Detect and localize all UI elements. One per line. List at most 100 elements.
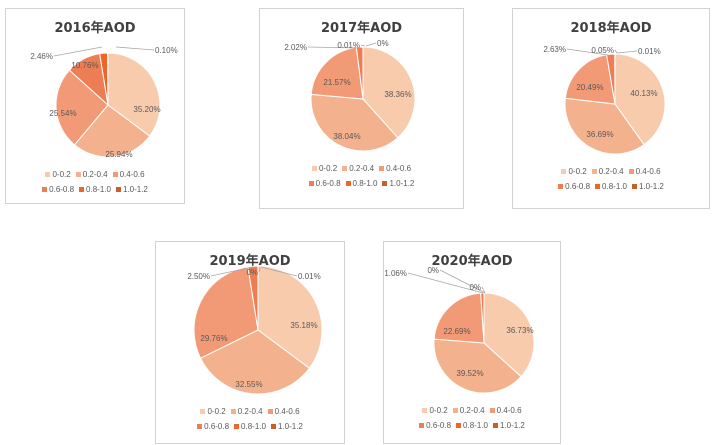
legend-swatch [632,184,637,189]
legend-item: 1.0-1.2 [271,422,303,431]
data-label: 29.76% [200,334,227,343]
legend-item: 1.0-1.2 [382,179,414,188]
legend-label: 1.0-1.2 [500,421,525,430]
legend-row: 0.6-0.8 0.8-1.0 1.0-1.2 [6,185,184,194]
legend-swatch [342,166,347,171]
legend-swatch [113,172,118,177]
data-label: 0.01% [638,47,661,56]
legend-row: 0-0.2 0.2-0.4 0.4-0.6 [384,406,560,415]
legend-label: 0-0.2 [429,406,447,415]
pie-slice [311,47,363,99]
legend-label: 0.4-0.6 [497,406,522,415]
legend-label: 0.6-0.8 [204,422,229,431]
data-label: 22.69% [443,327,470,336]
legend-swatch [490,408,495,413]
legend-item: 0.6-0.8 [419,421,451,430]
legend-item: 0.2-0.4 [592,167,624,176]
legend-item: 0.8-1.0 [346,179,378,188]
data-label: 35.20% [133,105,160,114]
data-label: 10.76% [71,61,98,70]
data-label: 35.18% [290,321,317,330]
data-label: 2.50% [187,272,210,281]
legend-item: 0-0.2 [422,406,447,415]
legend-item: 0-0.2 [561,167,586,176]
leader-line [366,43,376,46]
legend-swatch [456,423,461,428]
legend-swatch [592,169,597,174]
legend-row: 0-0.2 0.2-0.4 0.4-0.6 [6,170,184,179]
chart-legend: 0-0.2 0.2-0.4 0.4-0.6 0.6-0.8 0.8-1.0 1.0-1.2 [384,406,560,436]
legend-label: 0.6-0.8 [316,179,341,188]
data-label: 0% [246,268,258,277]
legend-item: 0.8-1.0 [595,182,627,191]
legend-label: 0.4-0.6 [120,170,145,179]
legend-label: 0.4-0.6 [636,167,661,176]
data-label: 39.52% [456,369,483,378]
legend-item: 0.4-0.6 [629,167,661,176]
legend-item: 0.6-0.8 [197,422,229,431]
legend-swatch [42,187,47,192]
legend-item: 0-0.2 [45,170,70,179]
data-label: 0% [377,39,389,48]
legend-item: 0.2-0.4 [76,170,108,179]
legend-item: 0.6-0.8 [558,182,590,191]
leader-line [617,51,637,53]
legend-item: 1.0-1.2 [493,421,525,430]
legend-label: 0.6-0.8 [49,185,74,194]
data-label: 0.01% [337,41,360,50]
data-label: 36.69% [586,130,613,139]
legend-label: 0.8-1.0 [241,422,266,431]
legend-label: 0-0.2 [319,164,337,173]
legend-swatch [561,169,566,174]
legend-label: 0.8-1.0 [463,421,488,430]
legend-row: 0-0.2 0.2-0.4 0.4-0.6 [513,167,709,176]
legend-swatch [79,187,84,192]
legend-item: 0-0.2 [200,407,225,416]
leader-line [615,50,617,53]
legend-item: 0.2-0.4 [231,407,263,416]
legend-label: 0-0.2 [207,407,225,416]
legend-label: 0.2-0.4 [460,406,485,415]
legend-item: 0.4-0.6 [113,170,145,179]
legend-row: 0.6-0.8 0.8-1.0 1.0-1.2 [156,422,344,431]
legend-label: 1.0-1.2 [278,422,303,431]
data-label: 2.46% [30,52,53,61]
data-label: 38.36% [384,90,411,99]
legend-item: 0.2-0.4 [453,406,485,415]
legend-label: 0-0.2 [568,167,586,176]
legend-item: 1.0-1.2 [116,185,148,194]
legend-item: 0-0.2 [312,164,337,173]
data-label: 0.01% [298,272,321,281]
data-label: 25.54% [49,109,76,118]
legend-swatch [312,166,317,171]
data-label: 0% [469,283,481,292]
legend-item: 0.4-0.6 [379,164,411,173]
legend-label: 1.0-1.2 [389,179,414,188]
legend-label: 0.4-0.6 [275,407,300,416]
legend-swatch [382,181,387,186]
leader-line [361,45,365,46]
legend-item: 0.8-1.0 [79,185,111,194]
legend-swatch [271,424,276,429]
legend-swatch [231,409,236,414]
legend-swatch [197,424,202,429]
legend-label: 0.6-0.8 [426,421,451,430]
data-label: 0% [427,266,439,275]
legend-swatch [200,409,205,414]
legend-swatch [419,423,424,428]
legend-item: 0.6-0.8 [309,179,341,188]
legend-label: 0.4-0.6 [386,164,411,173]
legend-swatch [309,181,314,186]
legend-item: 0.8-1.0 [456,421,488,430]
legend-label: 0-0.2 [52,170,70,179]
data-label: 0.05% [591,46,614,55]
data-label: 38.04% [333,132,360,141]
legend-row: 0.6-0.8 0.8-1.0 1.0-1.2 [260,179,463,188]
legend-label: 0.8-1.0 [86,185,111,194]
